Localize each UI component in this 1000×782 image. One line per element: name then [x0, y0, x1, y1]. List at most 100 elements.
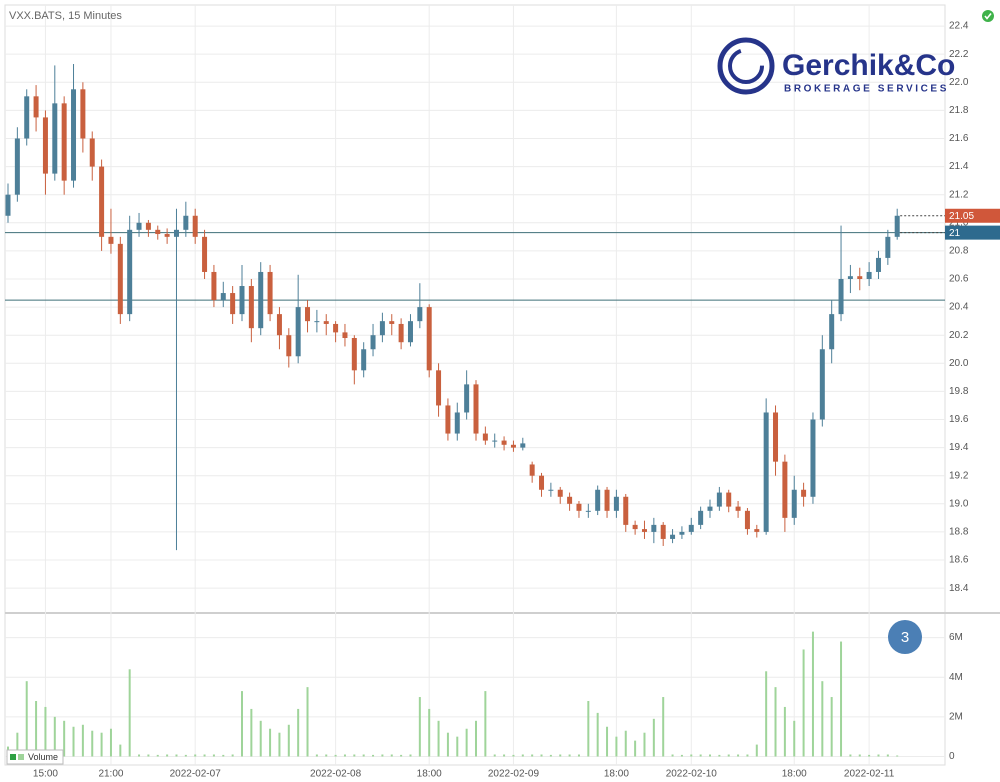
volume-bar [746, 754, 749, 757]
volume-bar [409, 754, 412, 757]
candle-body [782, 461, 788, 518]
volume-bar [849, 754, 852, 757]
candle-body [108, 236, 114, 244]
volume-bar [456, 736, 459, 757]
candle-body [754, 529, 760, 532]
candle-body [548, 489, 554, 491]
y-tick-label: 22.0 [949, 77, 969, 88]
volume-bar [147, 754, 150, 757]
candle-body [707, 506, 713, 511]
volume-bar [91, 730, 94, 757]
x-tick-label: 21:00 [98, 769, 123, 780]
volume-bar [521, 754, 524, 757]
candle-body [576, 503, 582, 511]
candle-body [136, 222, 142, 230]
grid [5, 5, 945, 765]
volume-bar [44, 706, 47, 757]
volume-bar [128, 669, 131, 757]
candle-body [510, 444, 516, 448]
candle-body [585, 510, 591, 512]
y-tick-label: 20.2 [949, 330, 969, 341]
candle-body [173, 229, 179, 237]
y-tick-label: 21.2 [949, 189, 969, 200]
candle-body [389, 321, 395, 324]
candle-body [866, 271, 872, 279]
candle-body [660, 524, 666, 539]
y-tick-label: 22.4 [949, 21, 969, 32]
volume-bar [315, 754, 318, 757]
price-label-box [945, 225, 1000, 240]
candle-body [810, 419, 816, 497]
volume-bar [587, 700, 590, 757]
volume-bar [615, 736, 618, 757]
volume-bar [596, 712, 599, 757]
volume-bar [671, 754, 674, 757]
y-tick-label: 20.6 [949, 274, 969, 285]
logo: Gerchik&Co BROKERAGE SERVICES [717, 37, 955, 95]
volume-bar [559, 754, 562, 757]
y-tick-label: 20.0 [949, 358, 969, 369]
volume-bar [381, 754, 384, 757]
candle-body [258, 271, 264, 329]
volume-bar [81, 724, 84, 757]
volume-bar [493, 754, 496, 757]
volume-bar [465, 728, 468, 757]
candle-body [71, 89, 77, 181]
volume-bar [353, 754, 356, 757]
y2-tick-label: 2M [949, 711, 963, 722]
volume-bar [343, 754, 346, 757]
candle-body [454, 412, 460, 434]
volume-bar [811, 631, 814, 757]
volume-bar [250, 708, 253, 757]
volume-legend: Volume [6, 749, 64, 765]
logo-ring [717, 37, 775, 95]
candle-body [735, 506, 741, 511]
candle-body [183, 215, 189, 230]
volume-bar [690, 754, 693, 757]
chart-title: VXX.BATS, 15 Minutes [9, 10, 122, 22]
y-tick-label: 20.4 [949, 302, 969, 313]
volume-bar [643, 732, 646, 757]
candle-body [314, 321, 320, 323]
volume-bar [858, 754, 861, 757]
candle-body [539, 475, 545, 490]
volume-bar [765, 671, 768, 757]
x-tick-label: 2022-02-10 [666, 769, 718, 780]
candle-body [24, 96, 30, 139]
candle-body [829, 314, 835, 350]
candle-body [744, 510, 750, 530]
volume-bar [100, 732, 103, 757]
candle-body [595, 489, 601, 511]
x-tick-label: 2022-02-11 [844, 769, 895, 780]
volume-bar [783, 706, 786, 757]
candle-body [857, 276, 863, 279]
y-tick-label: 21.4 [949, 161, 969, 172]
candle-body [155, 229, 161, 235]
candle-body [557, 489, 563, 497]
candle-body [426, 307, 432, 371]
volume-bar [662, 697, 665, 757]
candle-body [670, 534, 676, 539]
volume-bar [830, 697, 833, 757]
candle-body [641, 529, 647, 532]
volume-bar [390, 754, 393, 757]
candle-body [370, 335, 376, 350]
candle-body [885, 236, 891, 258]
volume-bar [475, 720, 477, 757]
volume-bar [362, 754, 365, 757]
candle-body [52, 103, 58, 174]
candle-body [819, 349, 825, 420]
candle-body [145, 222, 151, 230]
candle-body [698, 510, 704, 525]
volume-bar [203, 754, 206, 757]
candle-body [613, 496, 619, 511]
logo-inner [728, 48, 764, 84]
volume-bar [634, 740, 637, 757]
volume-bar [840, 641, 843, 757]
volume-bar [400, 754, 403, 757]
candle-body [117, 243, 123, 315]
volume-bar [428, 708, 431, 757]
volume-bar [503, 754, 506, 757]
candle-body [838, 278, 844, 315]
x-tick-label: 18:00 [782, 769, 807, 780]
